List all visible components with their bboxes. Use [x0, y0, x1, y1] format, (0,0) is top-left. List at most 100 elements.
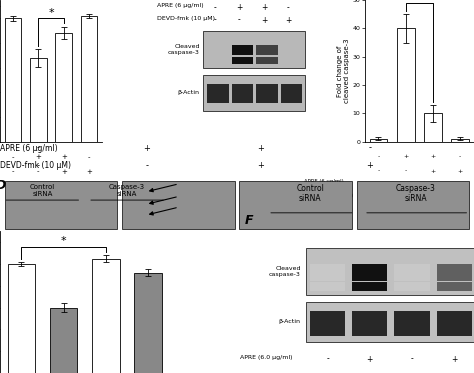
Text: APRE (6 μg/ml): APRE (6 μg/ml): [304, 179, 344, 184]
Text: -: -: [36, 162, 39, 170]
Text: DEVD-fmk (10 μM): DEVD-fmk (10 μM): [304, 193, 354, 198]
Text: *: *: [48, 8, 54, 18]
FancyBboxPatch shape: [239, 181, 352, 229]
Text: Cleaved
caspase-3: Cleaved caspase-3: [168, 44, 200, 55]
FancyBboxPatch shape: [394, 282, 429, 291]
FancyBboxPatch shape: [394, 264, 429, 281]
FancyBboxPatch shape: [306, 302, 474, 342]
Text: -: -: [88, 154, 91, 160]
FancyBboxPatch shape: [232, 57, 253, 64]
Text: +: +: [451, 355, 457, 364]
Text: Control
siRNA: Control siRNA: [30, 184, 55, 197]
Bar: [8, 264, 35, 373]
Text: +: +: [61, 154, 67, 160]
Text: β-Actin: β-Actin: [279, 319, 301, 325]
FancyBboxPatch shape: [281, 84, 302, 103]
FancyBboxPatch shape: [394, 311, 429, 336]
Text: +: +: [366, 162, 373, 170]
FancyBboxPatch shape: [437, 282, 472, 291]
Bar: [30, 58, 46, 142]
FancyBboxPatch shape: [310, 264, 346, 281]
Text: -: -: [410, 355, 413, 364]
Text: B: B: [215, 0, 225, 1]
Bar: [55, 33, 72, 142]
Text: +: +: [36, 154, 41, 160]
Text: β-Actin: β-Actin: [178, 90, 200, 95]
FancyBboxPatch shape: [256, 84, 278, 103]
FancyBboxPatch shape: [232, 84, 253, 103]
Text: -: -: [37, 169, 40, 175]
FancyBboxPatch shape: [232, 46, 253, 55]
Bar: [50, 308, 77, 373]
Text: F: F: [245, 214, 253, 227]
FancyBboxPatch shape: [437, 264, 472, 281]
Text: C: C: [315, 0, 325, 1]
FancyBboxPatch shape: [256, 57, 278, 64]
FancyBboxPatch shape: [306, 248, 474, 295]
Text: D: D: [0, 179, 6, 192]
Text: -: -: [214, 3, 216, 12]
Text: Caspase-3
siRNA: Caspase-3 siRNA: [396, 184, 436, 203]
Text: APRE (6 μg/ml): APRE (6 μg/ml): [0, 144, 58, 153]
FancyBboxPatch shape: [207, 57, 229, 64]
FancyBboxPatch shape: [352, 282, 387, 291]
FancyBboxPatch shape: [5, 181, 117, 229]
Bar: [81, 16, 98, 142]
Text: -: -: [214, 16, 216, 25]
Bar: [92, 258, 119, 373]
Text: -: -: [36, 144, 39, 153]
Text: **: **: [415, 0, 424, 2]
Text: +: +: [430, 154, 436, 160]
Text: +: +: [261, 3, 267, 12]
Text: *: *: [61, 236, 66, 246]
Text: -: -: [146, 162, 148, 170]
Text: +: +: [403, 154, 408, 160]
FancyBboxPatch shape: [207, 46, 229, 55]
Text: -: -: [405, 169, 407, 174]
Text: +: +: [86, 169, 92, 175]
FancyBboxPatch shape: [256, 46, 278, 55]
Text: Cleaved
caspase-3: Cleaved caspase-3: [269, 266, 301, 277]
Bar: [5, 19, 21, 142]
Text: -: -: [12, 169, 14, 175]
Text: DEVD-fmk (10 μM): DEVD-fmk (10 μM): [157, 16, 215, 21]
Text: +: +: [285, 16, 292, 25]
Bar: [370, 139, 387, 142]
Bar: [134, 273, 162, 373]
Text: -: -: [238, 16, 241, 25]
FancyBboxPatch shape: [310, 311, 346, 336]
Text: -: -: [368, 144, 371, 153]
Text: +: +: [144, 144, 150, 153]
FancyBboxPatch shape: [352, 264, 387, 281]
Bar: [424, 113, 442, 142]
Text: +: +: [257, 144, 264, 153]
Text: +: +: [457, 169, 463, 174]
Text: -: -: [327, 355, 329, 364]
FancyBboxPatch shape: [122, 181, 235, 229]
Text: APRE (6.0 μg/ml): APRE (6.0 μg/ml): [240, 355, 292, 360]
Text: +: +: [257, 162, 264, 170]
FancyBboxPatch shape: [281, 46, 302, 55]
Y-axis label: Fold change of
cleaved caspase-3: Fold change of cleaved caspase-3: [337, 38, 350, 103]
Text: -: -: [377, 154, 380, 160]
Text: APRE (6 μg/ml): APRE (6 μg/ml): [157, 3, 203, 8]
FancyBboxPatch shape: [356, 181, 469, 229]
Text: -: -: [287, 3, 290, 12]
Text: +: +: [237, 3, 243, 12]
Bar: [397, 28, 415, 142]
FancyBboxPatch shape: [352, 311, 387, 336]
FancyBboxPatch shape: [437, 311, 472, 336]
Text: +: +: [61, 169, 67, 175]
Text: +: +: [430, 169, 436, 174]
FancyBboxPatch shape: [203, 75, 305, 110]
Text: -: -: [377, 169, 380, 174]
FancyBboxPatch shape: [203, 31, 305, 68]
Text: Control
siRNA: Control siRNA: [296, 184, 324, 203]
Text: -: -: [12, 154, 14, 160]
Text: +: +: [367, 355, 373, 364]
Text: -: -: [459, 154, 461, 160]
FancyBboxPatch shape: [281, 57, 302, 64]
Text: DEVD-fmk (10 μM): DEVD-fmk (10 μM): [0, 162, 71, 170]
Text: Caspase-3
siRNA: Caspase-3 siRNA: [109, 184, 145, 197]
Text: +: +: [261, 16, 267, 25]
